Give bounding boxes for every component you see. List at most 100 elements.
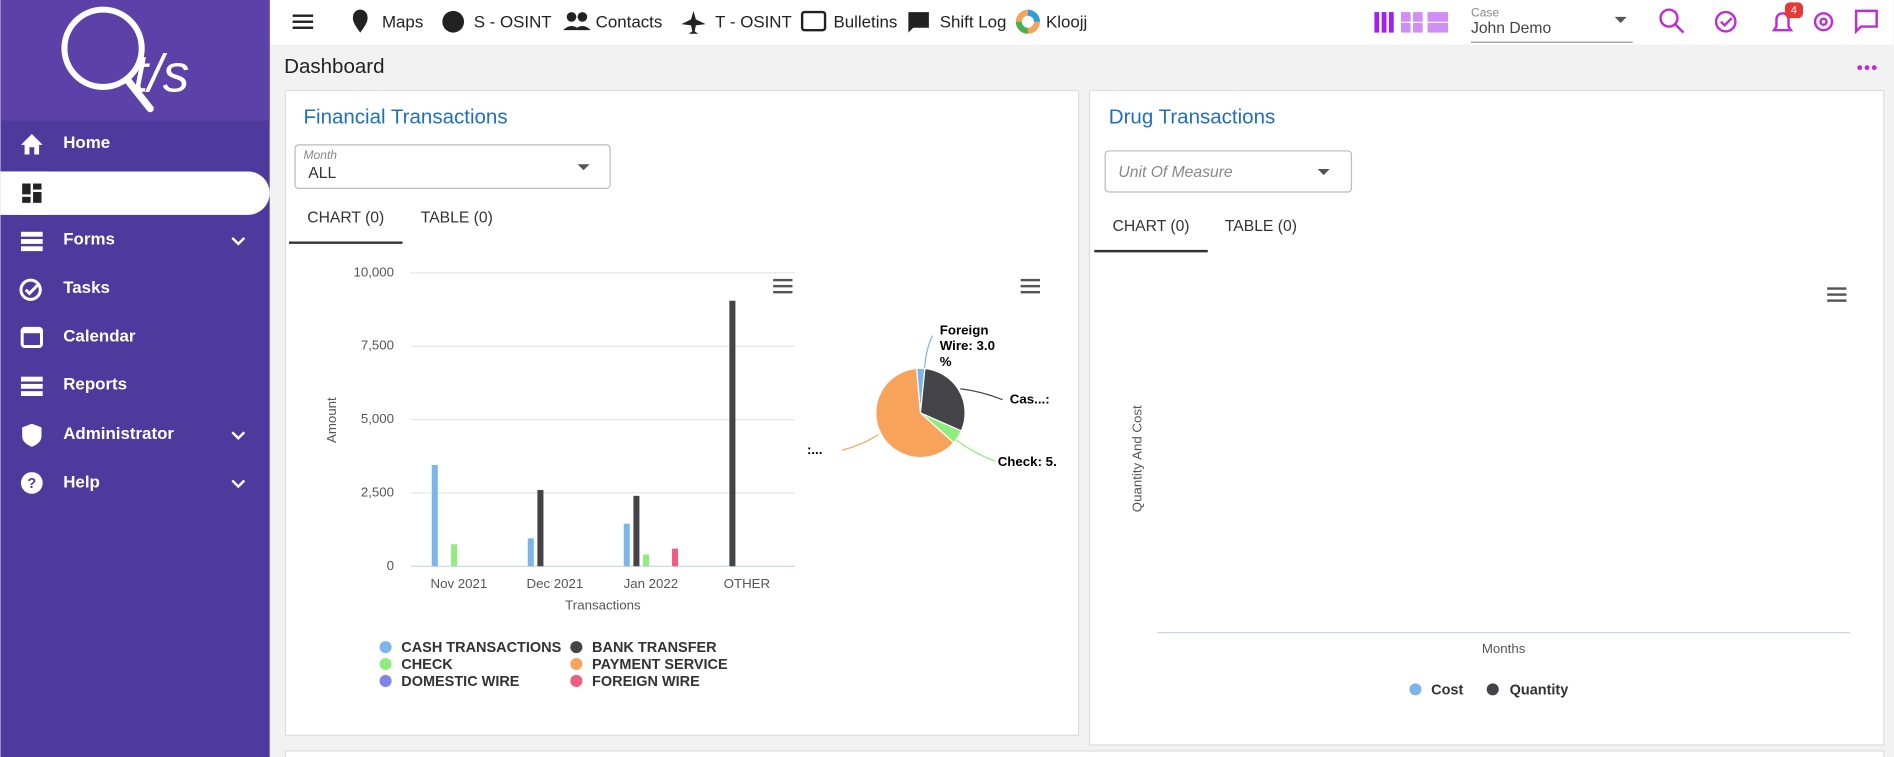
month-select[interactable]: Month ALL [294,144,611,189]
x-tick-label: OTHER [724,576,770,591]
badge-count: 4 [1791,5,1797,17]
bar-chart: 0 2,500 5,000 7,500 10,000 Nov 2021 Dec 2021 Ja… [353,264,795,690]
active-item-bg [0,171,270,215]
legend-label[interactable]: CHECK [401,657,453,673]
y-tick-label: 2,500 [361,484,394,499]
bar [451,544,458,567]
menu-item[interactable]: Tasks [63,278,110,297]
nav-link[interactable]: Shift Log [940,12,1007,31]
pie-slice [919,367,966,432]
menu-item[interactable]: Dashboard [63,181,151,200]
y-axis-label: Amount [324,397,339,443]
page-title: Dashboard [284,55,384,78]
menu-item[interactable]: Administrator [63,424,174,443]
legend-marker [1409,683,1422,696]
layout-icons[interactable] [1374,12,1449,33]
tab[interactable]: CHART (0) [1113,218,1190,235]
tab[interactable]: TABLE (0) [421,210,493,227]
nav-link[interactable]: Contacts [596,12,663,31]
logo-text: t/s [133,44,189,103]
badge [1784,2,1804,19]
chart-menu[interactable] [1020,278,1040,294]
legend-marker [1486,683,1499,696]
pie-label: Cas...: [1009,392,1050,407]
menu-item[interactable]: Home [63,133,110,152]
x-axis-label: Transactions [565,598,641,613]
case-value: John Demo [1471,20,1551,37]
filter-placeholder: Unit Of Measure [1118,164,1232,181]
legend-label[interactable]: DOMESTIC WIRE [401,674,520,690]
y-tick-label: 5,000 [361,411,394,426]
menu-item[interactable]: Forms [63,230,115,249]
card-title: Financial Transactions [303,106,507,129]
nav-link[interactable]: S - OSINT [474,12,552,31]
drug-card [1088,89,1885,746]
sidebar-menu: Home Dashboard Forms Tasks Calendar Reports Ad… [63,133,174,491]
pie-label-box: Cas...: [1009,392,1050,407]
x-tick-label: Dec 2021 [527,576,584,591]
x-axis-label: Months [1482,641,1526,656]
legend-marker [379,657,392,671]
legend-label[interactable]: Cost [1431,682,1463,698]
sidebar [0,0,270,757]
legend-label[interactable]: CASH TRANSACTIONS [401,640,561,656]
bar [633,495,640,567]
nav-link[interactable]: Bulletins [834,12,898,31]
logo-area [0,0,270,121]
menu-item[interactable]: Help [63,472,100,491]
chart-menu[interactable] [1827,287,1847,302]
x-tick-label: Nov 2021 [431,576,488,591]
legend-label[interactable]: FOREIGN WIRE [592,674,700,690]
more-menu[interactable] [1857,65,1877,71]
y-tick-label: 10,000 [353,264,394,279]
case-select[interactable]: Case John Demo [1471,5,1633,43]
tab[interactable]: CHART (0) [307,210,384,227]
pie-chart: Foreign Wire: 3.0 % Cas...: Check: 5.:... [807,323,1057,470]
legend-marker [570,657,583,671]
chevrons [231,236,246,489]
bar [537,489,544,567]
legend-label[interactable]: BANK TRANSFER [592,640,717,656]
legend-marker [379,674,392,687]
menu-item[interactable]: Calendar [63,326,136,345]
pie-label-box: Foreign Wire: 3.0 % [939,323,996,370]
unit-select[interactable]: Unit Of Measure [1104,150,1353,193]
chart-menu[interactable] [773,278,793,294]
y-tick-label: 0 [387,558,394,573]
svg-text:?: ? [27,476,36,492]
legend-label[interactable]: PAYMENT SERVICE [592,657,728,673]
topbar-links: Maps S - OSINT Contacts T - OSINT Bulletins S… [382,12,1087,31]
nav-link[interactable]: Kloojj [1046,12,1087,31]
nav-link[interactable]: T - OSINT [715,12,792,31]
bar [431,465,438,567]
legend-marker [379,641,392,654]
bar [672,548,679,567]
tab[interactable]: TABLE (0) [1225,218,1297,235]
logo: t/s [61,6,189,113]
pie-label-box: :... [807,443,823,457]
sidebar-icons: ? [19,134,44,494]
y-axis-label: Quantity And Cost [1129,405,1144,512]
legend: Cost Quantity [1409,682,1568,698]
bar [527,538,534,567]
action-icons[interactable] [1659,8,1878,35]
menu-item[interactable]: Reports [63,375,127,394]
legend-marker [570,641,583,654]
legend-label[interactable]: Quantity [1510,682,1569,698]
bar [729,300,736,567]
y-tick-label: 7,500 [361,338,394,353]
card-title: Drug Transactions [1109,106,1275,129]
topbar-icons [292,9,1040,34]
x-tick-label: Jan 2022 [624,576,679,591]
bar [623,523,630,567]
nav-link[interactable]: Maps [382,12,423,31]
pie-label: Foreign Wire: 3.0 % [939,323,996,370]
case-label: Case [1471,5,1499,19]
pie-label-box: Check: 5. [998,455,1057,469]
filter-value: ALL [308,165,336,182]
bar [643,554,650,567]
filter-label: Month [303,148,337,162]
topbar [269,0,1894,45]
